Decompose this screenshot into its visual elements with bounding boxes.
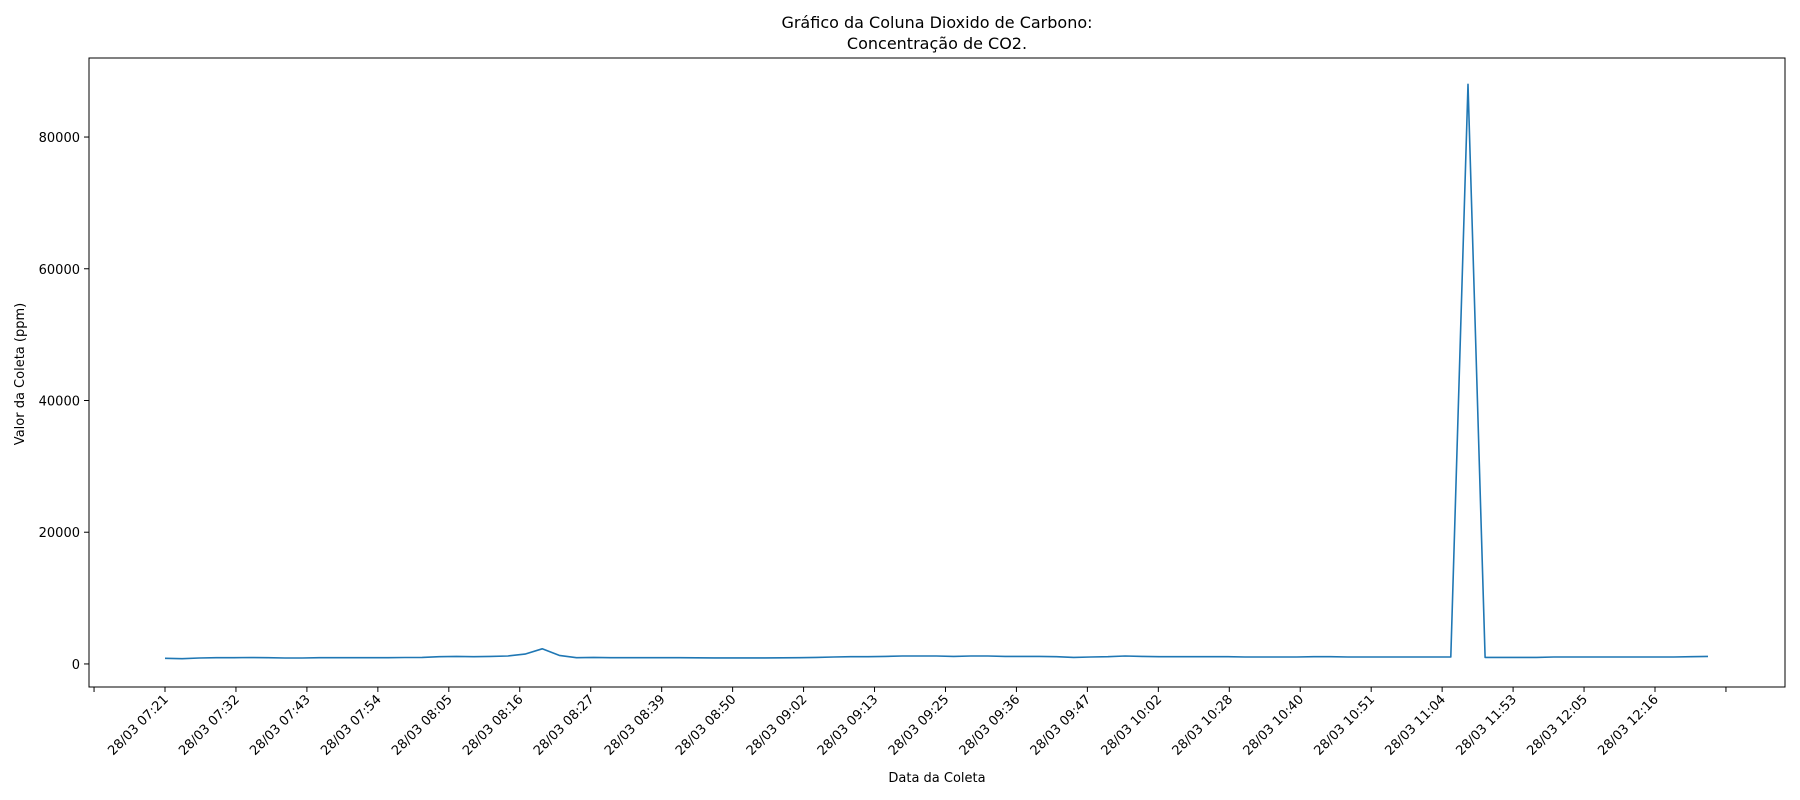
x-tick-label: 28/03 09:25: [886, 692, 953, 759]
x-tick-label: 28/03 08:16: [460, 692, 527, 759]
y-tick-label: 60000: [39, 263, 80, 278]
x-tick-label: 28/03 08:27: [531, 692, 598, 759]
y-tick-label: 20000: [39, 526, 80, 541]
x-tick-label: 28/03 09:36: [957, 692, 1024, 759]
series-line: [164, 83, 1709, 660]
x-tick-label: 28/03 10:02: [1099, 692, 1166, 759]
x-tick-label: 28/03 12:05: [1524, 692, 1591, 759]
x-tick-label: 28/03 08:50: [673, 692, 740, 759]
x-tick-label: 28/03 09:02: [744, 692, 811, 759]
plot-frame: [88, 57, 1786, 688]
y-tick-label: 40000: [39, 394, 80, 409]
x-tick-label: 28/03 09:13: [815, 692, 882, 759]
x-tick-label: 28/03 10:28: [1170, 692, 1237, 759]
y-axis: 0 20000 40000 60000 80000: [39, 131, 89, 673]
chart-title-line-2: Concentração de CO2.: [847, 34, 1027, 53]
y-tick-label: 0: [72, 658, 80, 673]
x-tick-label: 28/03 08:05: [389, 692, 456, 759]
x-tick-label: 28/03 11:53: [1453, 692, 1520, 759]
x-tick-label: 28/03 07:32: [176, 692, 243, 759]
y-axis-label: Valor da Coleta (ppm): [13, 303, 28, 445]
x-axis-label: Data da Coleta: [888, 771, 985, 786]
x-tick-label: 28/03 11:04: [1382, 692, 1449, 759]
x-tick-label: 28/03 10:51: [1312, 692, 1379, 759]
x-tick-label: 28/03 07:21: [105, 692, 172, 759]
x-tick-label: 28/03 07:43: [247, 692, 314, 759]
x-tick-label: 28/03 10:40: [1241, 692, 1308, 759]
y-tick-label: 80000: [39, 131, 80, 146]
x-tick-label: 28/03 08:39: [602, 692, 669, 759]
chart-title-line-1: Gráfico da Coluna Dioxido de Carbono:: [781, 13, 1092, 32]
x-tick-label: 28/03 12:16: [1595, 692, 1662, 759]
x-axis: 28/03 07:21 28/03 07:32 28/03 07:43 28/03 0…: [93, 687, 1727, 759]
x-tick-label: 28/03 09:47: [1028, 692, 1095, 759]
x-tick-label: 28/03 07:54: [318, 692, 385, 759]
